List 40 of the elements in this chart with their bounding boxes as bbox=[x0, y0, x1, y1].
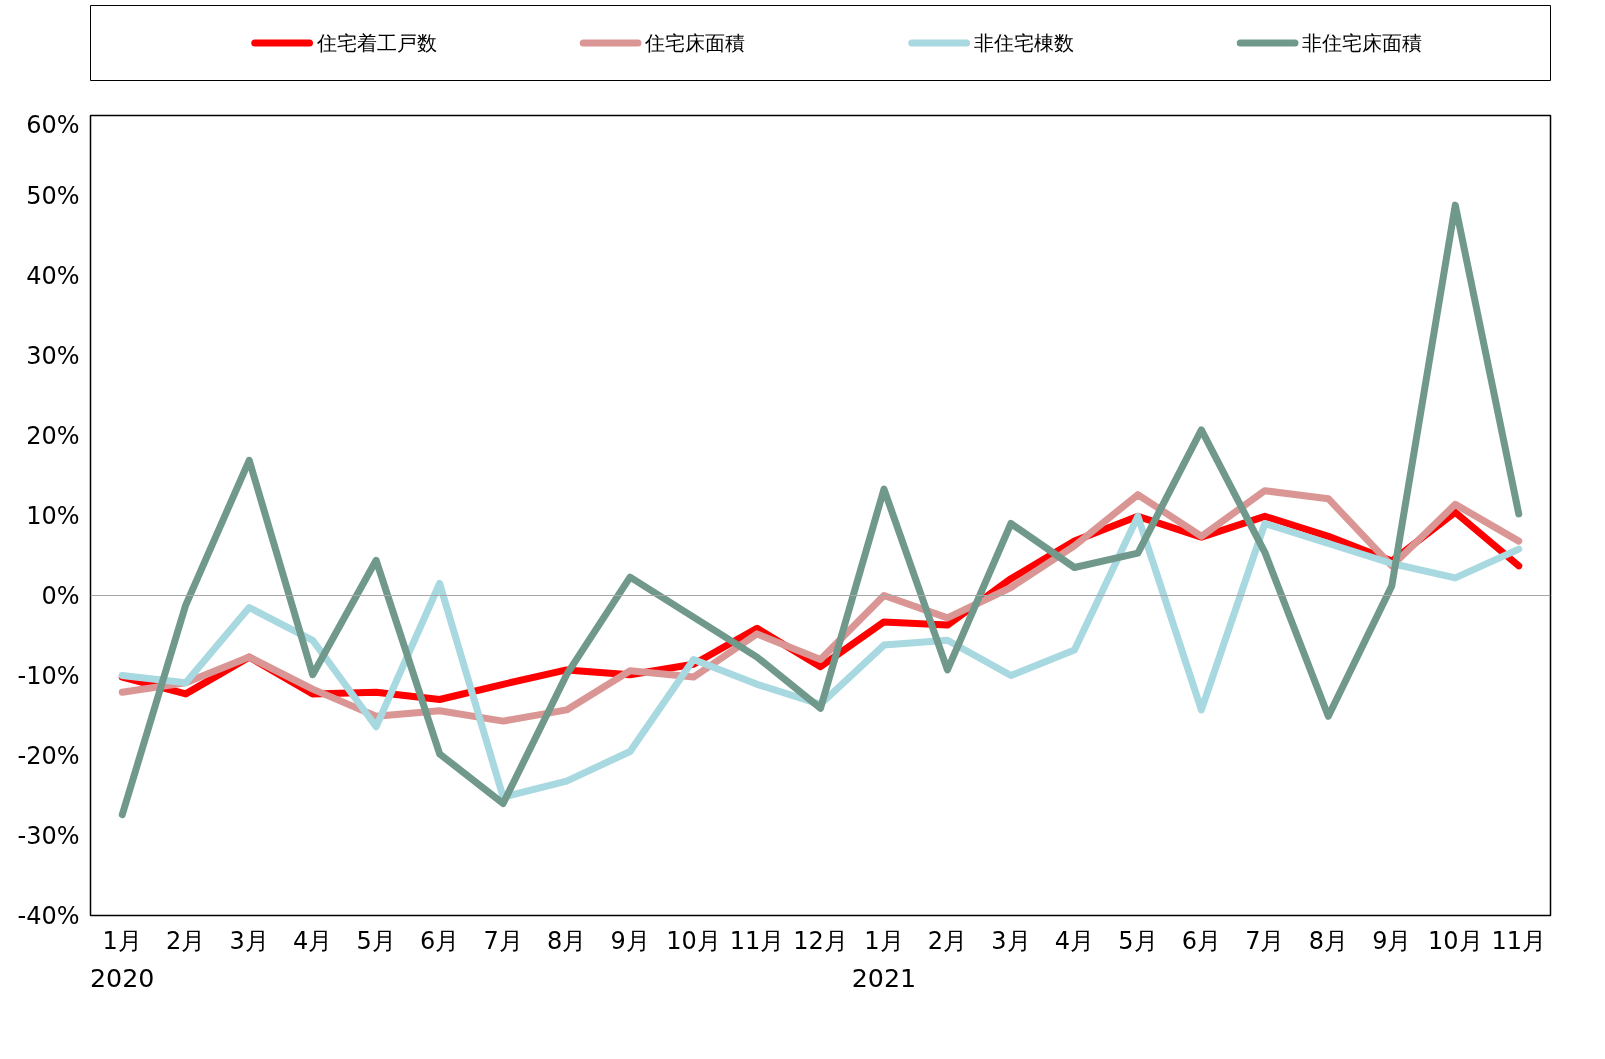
x-tick-label: 8月 bbox=[1308, 926, 1348, 955]
x-tick-label: 7月 bbox=[1245, 926, 1285, 955]
x-tick-label: 9月 bbox=[1372, 926, 1412, 955]
x-tick-label: 3月 bbox=[229, 926, 269, 955]
text: 2021 bbox=[851, 962, 917, 993]
y-tick-label: -40% bbox=[17, 901, 80, 930]
x-tick-label: 10月 bbox=[666, 926, 721, 955]
x-tick-label: 1月 bbox=[102, 926, 142, 955]
y-tick-label: 0% bbox=[41, 581, 80, 610]
y-tick-label: 60% bbox=[26, 110, 80, 139]
x-tick-label: 5月 bbox=[1118, 926, 1158, 955]
x-tick-label: 8月 bbox=[546, 926, 587, 955]
x-tick-label: 2月 bbox=[166, 926, 206, 955]
x-tick-label: 5月 bbox=[356, 926, 396, 955]
y-tick-label: 10% bbox=[26, 501, 80, 530]
x-tick-label: 4月 bbox=[1054, 926, 1095, 955]
x-tick-label: 4月 bbox=[293, 926, 333, 955]
x-tick-label: 11月 bbox=[729, 926, 785, 955]
x-tick-label: 11月 bbox=[1491, 926, 1547, 955]
x-tick-label: 6月 bbox=[1181, 926, 1222, 955]
text: 2020 bbox=[90, 962, 155, 993]
legend-label: 住宅床面積 bbox=[644, 31, 746, 55]
x-tick-label: 6月 bbox=[420, 926, 460, 955]
y-tick-label: -30% bbox=[17, 821, 80, 850]
x-tick-label: 7月 bbox=[483, 926, 523, 955]
legend-label: 住宅着工戸数 bbox=[315, 31, 437, 55]
x-tick-label: 1月 bbox=[864, 926, 904, 955]
x-tick-label: 2月 bbox=[927, 926, 968, 955]
x-tick-label: 9月 bbox=[610, 926, 650, 955]
x-tick-label: 12月 bbox=[793, 926, 848, 955]
y-tick-label: -20% bbox=[17, 741, 80, 770]
legend-label: 非住宅棟数 bbox=[973, 31, 1074, 55]
legend-label: 非住宅床面積 bbox=[1302, 31, 1423, 55]
y-tick-label: -10% bbox=[17, 661, 80, 690]
y-tick-label: 50% bbox=[26, 181, 80, 210]
x-tick-label: 3月 bbox=[991, 926, 1031, 955]
x-tick-label: 10月 bbox=[1428, 926, 1483, 955]
y-tick-label: 30% bbox=[26, 341, 80, 370]
y-tick-label: 40% bbox=[26, 261, 80, 290]
y-tick-label: 20% bbox=[26, 421, 80, 450]
